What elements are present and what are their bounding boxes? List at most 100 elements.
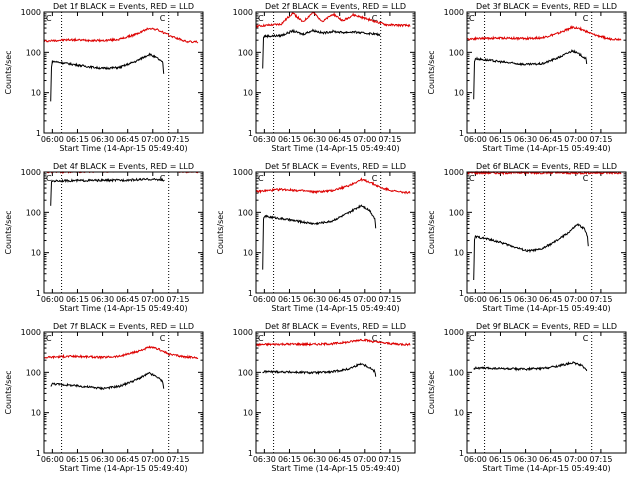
y-tick-label: 1000 <box>21 328 41 337</box>
series-line-lld <box>43 27 199 44</box>
x-tick-label: 07:15 <box>166 135 189 144</box>
flag-glyph-right: C <box>160 334 166 343</box>
series-line-events <box>50 371 165 391</box>
x-axis-label: Start Time (14-Apr-15 05:49:40) <box>271 304 399 313</box>
y-axis-label: Counts/sec <box>4 370 13 414</box>
y-tick-label: 1 <box>36 289 41 298</box>
y-tick-label: 1 <box>248 289 253 298</box>
x-tick-label: 06:15 <box>278 135 301 144</box>
x-tick-label: 06:30 <box>91 455 114 464</box>
y-tick-label: 1000 <box>233 168 253 177</box>
x-axis-label: Start Time (14-Apr-15 05:49:40) <box>482 144 610 153</box>
y-axis-label: Counts/sec <box>216 210 225 254</box>
flag-glyph-left: C <box>469 14 475 23</box>
x-tick-label: 07:15 <box>589 135 612 144</box>
flag-glyph-left: C <box>469 334 475 343</box>
series-line-events <box>262 28 381 69</box>
x-tick-label: 06:15 <box>489 135 512 144</box>
y-axis-label: Counts/sec <box>4 210 13 254</box>
y-tick-label: 1 <box>248 449 253 458</box>
series-line-lld <box>43 345 199 360</box>
x-tick-label: 06:45 <box>328 295 351 304</box>
y-tick-label: 100 <box>238 208 253 217</box>
y-tick-label: 1 <box>459 129 464 138</box>
chart-title: Det 7f BLACK = Events, RED = LLD <box>53 322 194 331</box>
x-axis-label: Start Time (14-Apr-15 05:49:40) <box>59 464 187 473</box>
y-tick-label: 10 <box>243 89 253 98</box>
x-tick-label: 06:30 <box>303 455 326 464</box>
x-tick-label: 07:15 <box>378 455 401 464</box>
plot-frame <box>466 171 627 294</box>
y-tick-label: 10 <box>243 249 253 258</box>
series-line-lld <box>255 338 411 347</box>
series-line-lld <box>466 170 622 176</box>
x-tick-label: 07:15 <box>166 455 189 464</box>
x-axis-label: Start Time (14-Apr-15 05:49:40) <box>482 464 610 473</box>
flag-glyph-left: C <box>46 174 52 183</box>
y-axis-label: Counts/sec <box>427 370 436 414</box>
x-tick-label: 07:15 <box>378 135 401 144</box>
x-tick-label: 06:45 <box>328 455 351 464</box>
chart-title: Det 2f BLACK = Events, RED = LLD <box>265 2 406 11</box>
flag-glyph-left: C <box>258 14 264 23</box>
chart-title: Det 9f BLACK = Events, RED = LLD <box>476 322 617 331</box>
y-tick-label: 1 <box>248 129 253 138</box>
chart-panel-9: Det 9f BLACK = Events, RED = LLD Counts/s… <box>427 322 627 473</box>
series-line-lld <box>255 177 411 195</box>
x-tick-label: 06:15 <box>278 295 301 304</box>
series-line-lld <box>466 25 622 41</box>
x-tick-label: 06:45 <box>539 135 562 144</box>
x-tick-label: 06:45 <box>539 455 562 464</box>
plot-frame <box>255 331 416 454</box>
y-tick-label: 1 <box>459 289 464 298</box>
y-tick-label: 1000 <box>444 168 464 177</box>
x-tick-label: 06:15 <box>66 295 89 304</box>
x-tick-label: 06:45 <box>116 135 139 144</box>
flag-glyph-right: C <box>583 174 589 183</box>
y-tick-label: 100 <box>238 368 253 377</box>
chart-panel-5: Det 5f BLACK = Events, RED = LLD Counts/s… <box>216 162 416 313</box>
series-line-events <box>262 362 377 377</box>
x-axis-label: Start Time (14-Apr-15 05:49:40) <box>59 304 187 313</box>
chart-title: Det 1f BLACK = Events, RED = LLD <box>53 2 194 11</box>
y-tick-label: 100 <box>449 48 464 57</box>
x-tick-label: 06:30 <box>303 135 326 144</box>
chart-panel-7: Det 7f BLACK = Events, RED = LLD Counts/s… <box>4 322 204 473</box>
x-tick-label: 07:00 <box>141 295 164 304</box>
x-tick-label: 06:00 <box>41 135 64 144</box>
series-line-events <box>473 49 588 100</box>
plot-frame <box>466 11 627 134</box>
series-line-events <box>50 177 164 206</box>
y-tick-label: 10 <box>454 249 464 258</box>
x-tick-label: 06:30 <box>514 295 537 304</box>
x-axis-label: Start Time (14-Apr-15 05:49:40) <box>271 464 399 473</box>
flag-glyph-right: C <box>160 174 166 183</box>
plot-frame <box>43 171 204 294</box>
x-tick-label: 07:00 <box>564 455 587 464</box>
y-tick-label: 1000 <box>21 8 41 17</box>
flag-glyph-left: C <box>258 174 264 183</box>
flag-glyph-left: C <box>469 174 475 183</box>
plot-frame <box>43 331 204 454</box>
y-tick-label: 100 <box>26 48 41 57</box>
chart-panel-6: Det 6f BLACK = Events, RED = LLD Counts/s… <box>427 162 627 313</box>
y-tick-label: 1 <box>36 449 41 458</box>
x-tick-label: 07:00 <box>353 135 376 144</box>
x-tick-label: 06:30 <box>91 295 114 304</box>
x-tick-label: 06:15 <box>66 455 89 464</box>
x-tick-label: 06:15 <box>278 455 301 464</box>
flag-glyph-left: C <box>46 14 52 23</box>
y-tick-label: 1000 <box>233 8 253 17</box>
x-tick-label: 06:00 <box>464 135 487 144</box>
x-axis-label: Start Time (14-Apr-15 05:49:40) <box>482 304 610 313</box>
flag-glyph-right: C <box>372 174 378 183</box>
y-tick-label: 10 <box>243 409 253 418</box>
y-tick-label: 10 <box>454 409 464 418</box>
x-tick-label: 07:00 <box>353 455 376 464</box>
chart-panel-1: Det 1f BLACK = Events, RED = LLD Counts/s… <box>4 2 204 153</box>
chart-title: Det 6f BLACK = Events, RED = LLD <box>476 162 617 171</box>
x-tick-label: 06:15 <box>489 295 512 304</box>
x-tick-label: 06:15 <box>489 455 512 464</box>
x-tick-label: 07:15 <box>166 295 189 304</box>
